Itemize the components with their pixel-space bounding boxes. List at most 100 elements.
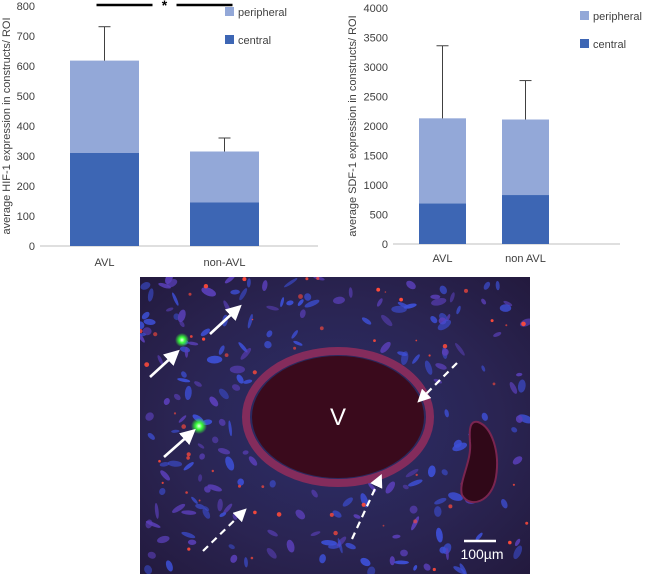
nucleus: [430, 294, 441, 299]
red-spot: [333, 530, 338, 536]
nucleus: [218, 388, 229, 400]
nucleus: [217, 448, 231, 455]
nucleus: [173, 393, 181, 401]
solid-arrow: [163, 428, 196, 458]
solid-arrow: [149, 349, 180, 378]
nucleus: [236, 374, 244, 384]
nucleus: [219, 512, 227, 517]
nucleus: [240, 348, 252, 360]
nucleus: [177, 309, 186, 323]
nucleus: [481, 365, 486, 372]
red-spot: [173, 412, 177, 415]
red-spot: [153, 332, 158, 337]
vessel-label: V: [330, 404, 346, 431]
nucleus: [400, 549, 408, 557]
red-spot: [161, 481, 164, 484]
nucleus: [439, 285, 447, 295]
y-tick-label: 100: [17, 211, 35, 223]
nucleus: [209, 396, 219, 407]
nucleus: [517, 379, 526, 393]
legend-swatch-peripheral: [580, 11, 589, 20]
nucleus: [406, 280, 416, 290]
y-tick-label: 800: [17, 1, 35, 13]
nucleus: [204, 486, 211, 493]
red-spot: [198, 499, 201, 502]
nucleus: [427, 465, 436, 478]
nucleus: [201, 287, 216, 297]
nucleus: [403, 303, 417, 309]
red-spot: [382, 524, 385, 527]
nucleus: [455, 343, 465, 356]
nucleus: [157, 355, 164, 365]
nucleus: [337, 538, 343, 554]
nucleus: [200, 328, 211, 337]
nucleus: [311, 489, 318, 498]
bar-segment-central: [190, 202, 259, 246]
y-tick-label: 500: [17, 91, 35, 103]
nucleus: [238, 342, 248, 353]
nucleus: [183, 462, 194, 471]
nucleus: [230, 289, 240, 295]
nucleus: [493, 332, 502, 337]
nucleus: [145, 412, 154, 421]
red-spot: [521, 321, 526, 327]
nucleus: [225, 456, 235, 471]
green-signal-dot: [191, 418, 207, 434]
nucleus: [449, 292, 455, 303]
nucleus: [333, 296, 345, 304]
nucleus: [413, 564, 418, 571]
nucleus: [304, 293, 312, 301]
nucleus: [178, 415, 187, 423]
nucleus: [394, 560, 409, 565]
y-tick-label: 600: [17, 61, 35, 73]
red-spot: [505, 324, 508, 327]
legend-swatch-central: [225, 35, 234, 44]
red-spot: [428, 354, 431, 357]
nucleus: [154, 502, 159, 519]
nucleus: [397, 351, 408, 357]
red-signal-spots: [140, 277, 529, 572]
nucleus: [143, 318, 156, 325]
dashed-arrow: [417, 362, 458, 403]
nucleus: [206, 355, 223, 364]
bar-segment-central: [502, 195, 549, 244]
red-spot: [185, 491, 188, 494]
nucleus: [402, 484, 409, 490]
nucleus: [361, 317, 372, 325]
red-spot: [187, 547, 191, 551]
red-spot: [250, 556, 254, 560]
red-spot: [361, 502, 366, 507]
nucleus: [513, 545, 523, 560]
nucleus: [165, 277, 173, 285]
nucleus: [202, 508, 211, 519]
vessel-wall: [242, 347, 434, 487]
nucleus: [184, 385, 192, 400]
nucleus: [228, 544, 235, 550]
nucleus: [159, 487, 166, 496]
nucleus: [160, 470, 170, 481]
nucleus: [512, 456, 523, 465]
nucleus: [145, 519, 153, 529]
nucleus: [228, 420, 232, 437]
dashed-arrow: [350, 473, 383, 540]
nucleus: [229, 365, 245, 374]
nucleus: [293, 340, 303, 346]
nucleus: [499, 304, 512, 312]
nucleus: [243, 379, 253, 384]
solid-arrow: [209, 304, 242, 335]
red-spot: [415, 473, 418, 477]
nucleus: [266, 547, 277, 559]
nucleus: [435, 363, 447, 370]
red-spot: [189, 335, 193, 338]
red-spot: [203, 284, 209, 289]
nucleus: [187, 539, 197, 546]
nucleus: [511, 427, 518, 433]
nucleus: [244, 557, 248, 568]
bar-segment-peripheral: [419, 118, 466, 204]
nucleus: [181, 371, 187, 378]
nucleus: [441, 469, 448, 476]
charts-canvas: 0 100 200 300 400 500 600 700 800 average HIF-1 e…: [1, 0, 642, 269]
nucleus: [167, 460, 183, 467]
nucleus: [141, 311, 150, 320]
nucleus: [385, 481, 396, 494]
